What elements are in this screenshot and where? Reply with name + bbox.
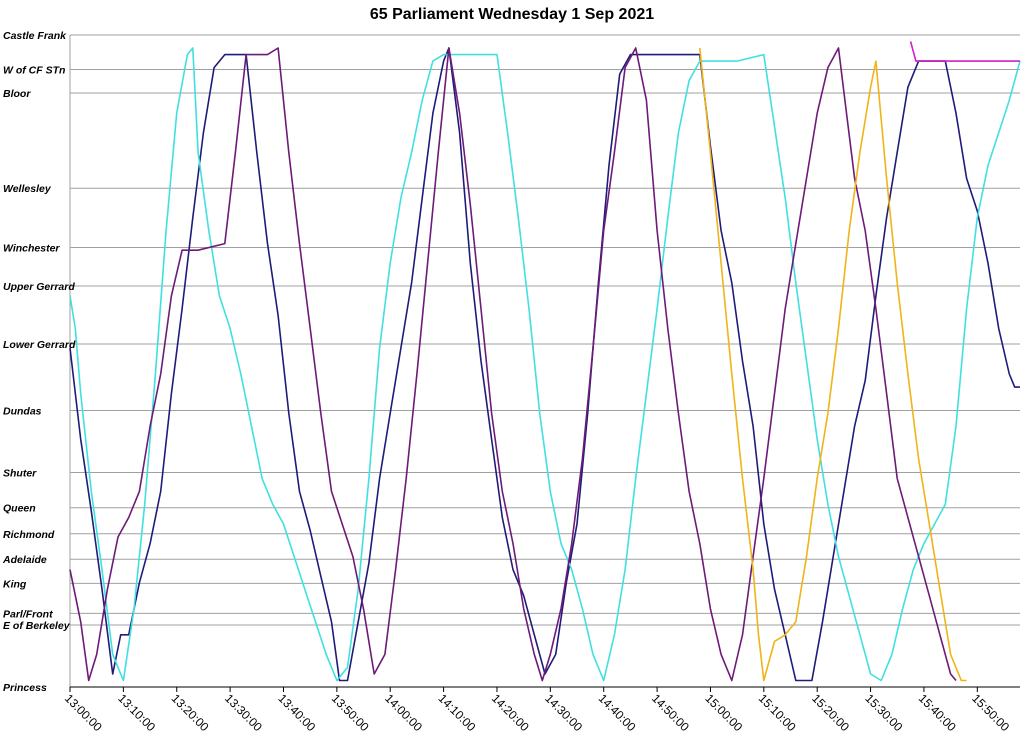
chart-title: 65 Parliament Wednesday 1 Sep 2021: [370, 6, 654, 23]
x-axis-ticks: 13:00:00 13:10:00 13:20:00 13:30:00 13:40:00…: [62, 687, 1012, 734]
series-line-5: [909, 41, 1020, 62]
x-tick-label-15-30-00: 15:30:00: [862, 691, 905, 734]
stop-label-castle-frank: Castle Frank: [3, 30, 67, 42]
x-tick-label-14-40-00: 14:40:00: [596, 691, 639, 734]
x-tick-label-13-00-00: 13:00:00: [62, 691, 105, 734]
x-tick-label-14-20-00: 14:20:00: [489, 691, 532, 734]
stop-label-king: King: [3, 578, 27, 590]
x-tick-label-14-50-00: 14:50:00: [649, 691, 692, 734]
x-tick-label-15-40-00: 15:40:00: [916, 691, 959, 734]
stop-label-w-of-cf-stn: W of CF STn: [3, 65, 65, 77]
series-group: [69, 41, 1021, 682]
x-tick-label-15-00-00: 15:00:00: [702, 691, 745, 734]
stop-label-upper-gerrard: Upper Gerrard: [3, 281, 75, 293]
x-tick-label-13-10-00: 13:10:00: [115, 691, 158, 734]
x-tick-label-14-30-00: 14:30:00: [542, 691, 585, 734]
stop-label-lower-gerrard: Lower Gerrard: [3, 339, 76, 351]
x-tick-label-15-20-00: 15:20:00: [809, 691, 852, 734]
x-tick-label-15-50-00: 15:50:00: [969, 691, 1012, 734]
series-line-1: [69, 47, 1020, 682]
x-tick-label-13-20-00: 13:20:00: [169, 691, 212, 734]
x-tick-label-13-40-00: 13:40:00: [275, 691, 318, 734]
stop-label-wellesley: Wellesley: [3, 183, 52, 195]
stop-label-queen: Queen: [3, 503, 36, 515]
x-tick-label-13-50-00: 13:50:00: [329, 691, 372, 734]
stop-label-parl-front: Parl/Front: [3, 608, 53, 620]
series-line-3: [69, 47, 957, 682]
stop-label-richmond: Richmond: [3, 529, 55, 541]
x-tick-label-14-00-00: 14:00:00: [382, 691, 425, 734]
stop-label-winchester: Winchester: [3, 243, 60, 255]
x-tick-label-15-10-00: 15:10:00: [756, 691, 799, 734]
stop-label-e-of-berkeley: E of Berkeley: [3, 620, 71, 632]
series-line-2: [69, 47, 1021, 682]
stop-label-dundas: Dundas: [3, 406, 42, 418]
x-tick-label-14-10-00: 14:10:00: [435, 691, 478, 734]
x-tick-label-13-30-00: 13:30:00: [222, 691, 265, 734]
gridlines: [69, 34, 1020, 688]
stop-label-shuter: Shuter: [3, 467, 37, 479]
stop-label-adelaide: Adelaide: [2, 554, 47, 566]
series-line-4: [699, 47, 967, 682]
stop-label-princess: Princess: [3, 682, 47, 694]
stop-label-bloor: Bloor: [3, 88, 31, 100]
